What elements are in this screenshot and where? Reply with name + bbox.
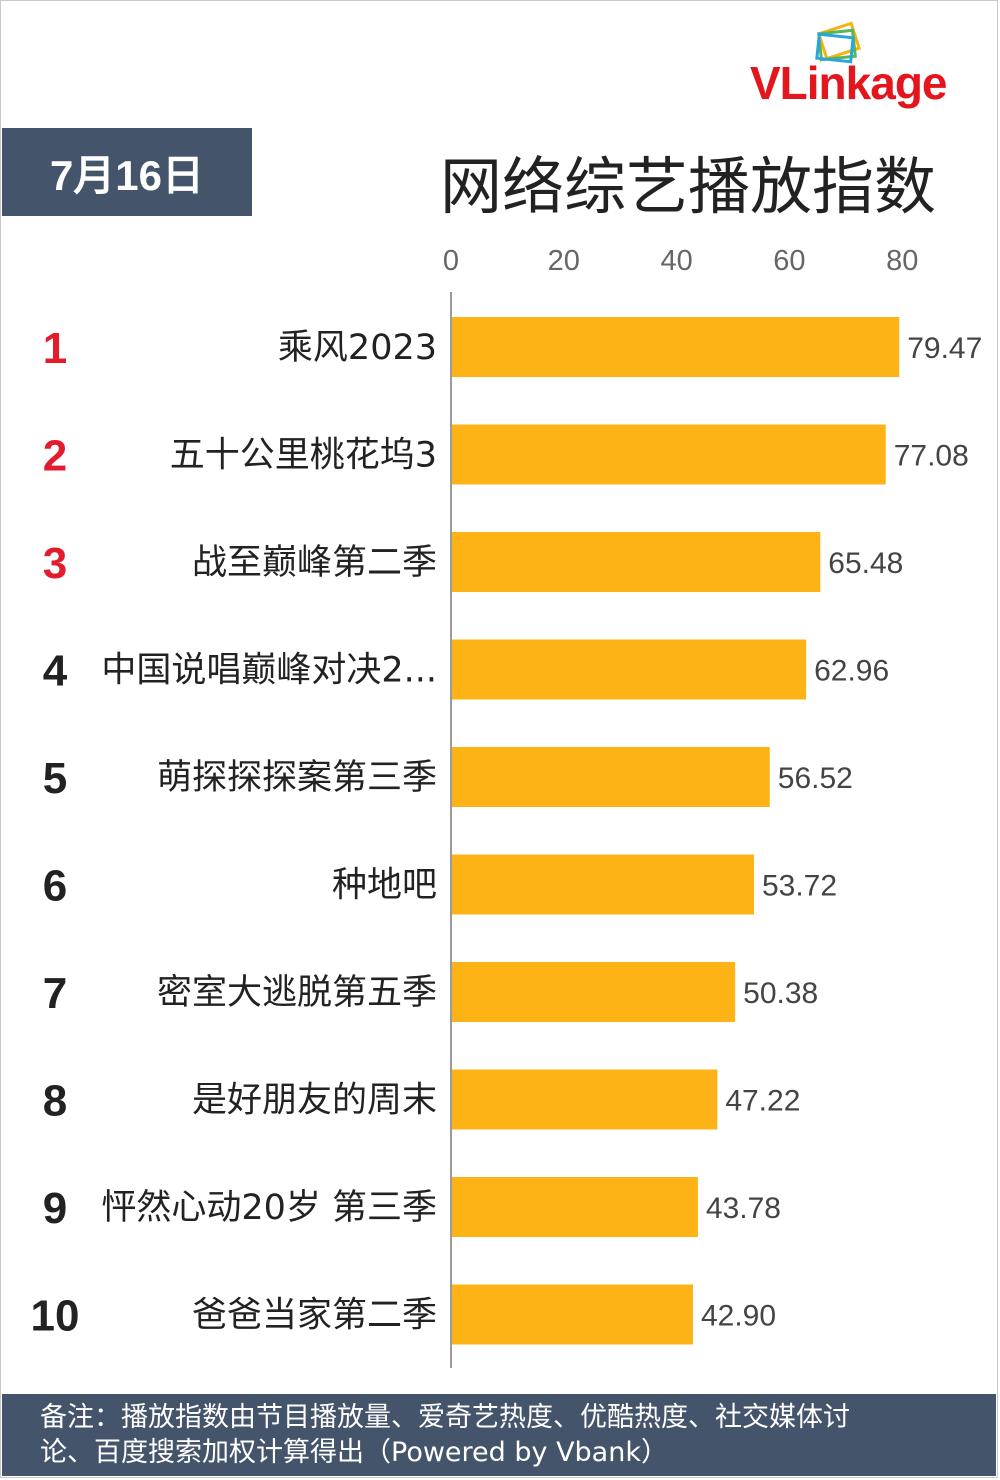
value-label: 65.48 [828,547,903,580]
category-label: 怦然心动20岁 第三季 [101,1188,437,1228]
rank-number: 8 [43,1077,67,1126]
logo-mark-icon [815,21,862,64]
category-label: 密室大逃脱第五季 [157,973,437,1013]
x-tick-label: 40 [660,245,692,277]
x-tick-label: 80 [886,245,918,277]
bar [451,424,886,485]
bar [451,1069,718,1130]
footer-note-line-2: 论、百度搜索加权计算得出（Powered by Vbank） [40,1437,668,1468]
rank-number: 9 [43,1184,67,1233]
x-tick-label: 0 [443,245,459,277]
bar [451,1284,693,1345]
rank-number: 6 [43,862,67,911]
category-label: 种地吧 [332,866,437,906]
chart-title: 网络综艺播放指数 [440,150,937,223]
value-label: 79.47 [907,332,982,365]
x-tick-label: 20 [548,245,580,277]
value-label: 47.22 [725,1085,800,1118]
vlinkage-logo: VLinkage [750,18,990,109]
value-label: 53.72 [762,870,837,903]
bar [451,962,736,1022]
bar [451,1177,698,1237]
rank-number: 2 [43,432,67,481]
value-label: 43.78 [706,1192,781,1225]
value-label: 62.96 [814,655,889,688]
bar [451,317,900,377]
bar-chart: 0 20 40 60 80 1 乘风2023 79.47 2 五十公里桃花坞3 77.08 3 战至巅峰… [31,245,982,1368]
category-label: 乘风2023 [278,328,437,368]
bar [451,532,821,592]
value-label: 42.90 [701,1300,776,1333]
rank-number: 4 [43,647,68,696]
bar [451,747,770,807]
x-tick-label: 60 [773,245,805,277]
footer-note-line-1: 备注：播放指数由节目播放量、爱奇艺热度、优酷热度、社交媒体讨 [40,1402,850,1433]
category-label: 爸爸当家第二季 [192,1296,437,1336]
logo-text: VLinkage [750,57,948,109]
bar [451,854,754,915]
category-label: 五十公里桃花坞3 [170,436,437,476]
rank-number: 3 [43,539,67,588]
value-label: 56.52 [778,762,853,795]
category-label: 中国说唱巅峰对决2... [101,651,437,691]
category-label: 战至巅峰第二季 [192,543,437,583]
bar [451,639,807,700]
date-badge: 7月16日 [2,128,252,216]
rank-number: 1 [43,324,67,373]
rank-number: 7 [43,969,67,1018]
value-label: 50.38 [743,977,818,1010]
category-label: 萌探探探案第三季 [157,758,437,798]
category-label: 是好朋友的周末 [192,1081,437,1121]
footer-note: 备注：播放指数由节目播放量、爱奇艺热度、优酷热度、社交媒体讨 论、百度搜索加权计… [2,1394,996,1476]
rank-number: 5 [43,754,67,803]
rank-number: 10 [31,1292,80,1341]
value-label: 77.08 [894,440,969,473]
